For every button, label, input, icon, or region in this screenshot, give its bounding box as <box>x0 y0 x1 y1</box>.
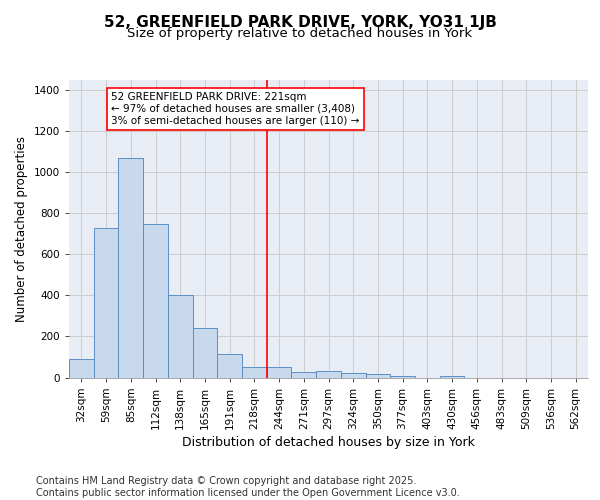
Y-axis label: Number of detached properties: Number of detached properties <box>15 136 28 322</box>
Bar <box>143 224 168 378</box>
Bar <box>316 372 341 378</box>
Bar <box>440 376 464 378</box>
Bar <box>242 367 267 378</box>
X-axis label: Distribution of detached houses by size in York: Distribution of detached houses by size … <box>182 436 475 448</box>
Bar <box>217 354 242 378</box>
Bar <box>267 367 292 378</box>
Bar <box>94 228 118 378</box>
Bar <box>390 376 415 378</box>
Bar <box>69 359 94 378</box>
Text: 52, GREENFIELD PARK DRIVE, YORK, YO31 1JB: 52, GREENFIELD PARK DRIVE, YORK, YO31 1J… <box>104 15 496 30</box>
Text: Size of property relative to detached houses in York: Size of property relative to detached ho… <box>127 28 473 40</box>
Bar <box>365 374 390 378</box>
Bar <box>193 328 217 378</box>
Text: 52 GREENFIELD PARK DRIVE: 221sqm
← 97% of detached houses are smaller (3,408)
3%: 52 GREENFIELD PARK DRIVE: 221sqm ← 97% o… <box>111 92 359 126</box>
Bar <box>292 372 316 378</box>
Bar <box>168 296 193 378</box>
Bar <box>118 158 143 378</box>
Text: Contains HM Land Registry data © Crown copyright and database right 2025.
Contai: Contains HM Land Registry data © Crown c… <box>36 476 460 498</box>
Bar <box>341 374 365 378</box>
